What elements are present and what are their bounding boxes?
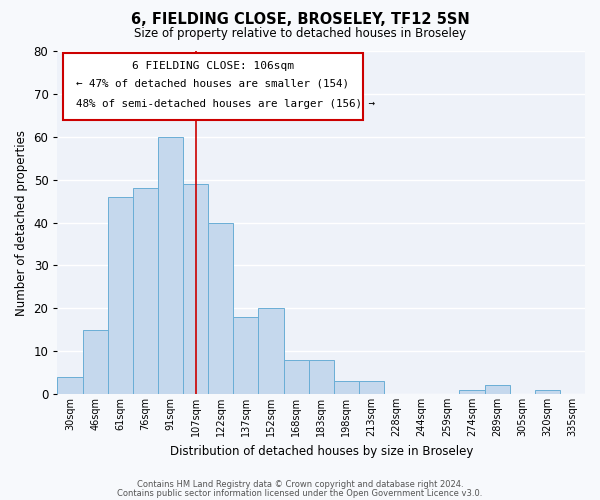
Bar	[259, 308, 284, 394]
Bar	[158, 137, 183, 394]
X-axis label: Distribution of detached houses by size in Broseley: Distribution of detached houses by size …	[170, 444, 473, 458]
Bar	[284, 360, 308, 394]
Text: Size of property relative to detached houses in Broseley: Size of property relative to detached ho…	[134, 28, 466, 40]
Bar	[359, 381, 384, 394]
Bar	[233, 317, 259, 394]
FancyBboxPatch shape	[63, 52, 364, 120]
Text: ← 47% of detached houses are smaller (154): ← 47% of detached houses are smaller (15…	[76, 78, 349, 88]
Bar	[334, 381, 359, 394]
Y-axis label: Number of detached properties: Number of detached properties	[15, 130, 28, 316]
Bar	[485, 386, 509, 394]
Bar	[535, 390, 560, 394]
Bar	[58, 377, 83, 394]
Bar	[83, 330, 108, 394]
Bar	[183, 184, 208, 394]
Text: 6, FIELDING CLOSE, BROSELEY, TF12 5SN: 6, FIELDING CLOSE, BROSELEY, TF12 5SN	[131, 12, 469, 28]
Bar	[208, 222, 233, 394]
Text: Contains HM Land Registry data © Crown copyright and database right 2024.: Contains HM Land Registry data © Crown c…	[137, 480, 463, 489]
Text: 48% of semi-detached houses are larger (156) →: 48% of semi-detached houses are larger (…	[76, 99, 375, 109]
Text: 6 FIELDING CLOSE: 106sqm: 6 FIELDING CLOSE: 106sqm	[132, 62, 294, 72]
Bar	[133, 188, 158, 394]
Bar	[460, 390, 485, 394]
Bar	[308, 360, 334, 394]
Bar	[108, 197, 133, 394]
Text: Contains public sector information licensed under the Open Government Licence v3: Contains public sector information licen…	[118, 488, 482, 498]
